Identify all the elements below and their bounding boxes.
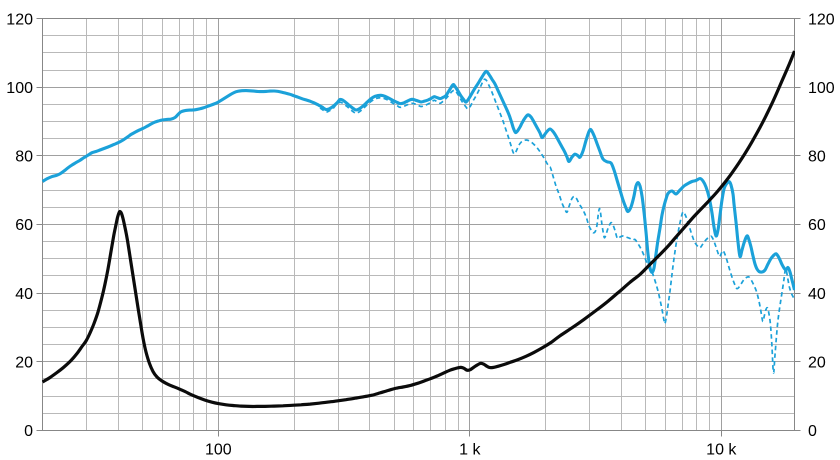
svg-text:20: 20 [15,355,33,372]
svg-text:60: 60 [15,217,33,234]
svg-text:120: 120 [808,11,835,28]
svg-text:120: 120 [6,11,33,28]
svg-text:1 k: 1 k [459,442,481,459]
svg-text:0: 0 [808,423,817,440]
svg-text:80: 80 [808,149,826,166]
svg-text:100: 100 [205,442,232,459]
svg-text:100: 100 [6,80,33,97]
svg-text:60: 60 [808,217,826,234]
svg-text:80: 80 [15,149,33,166]
svg-text:100: 100 [808,80,835,97]
svg-text:0: 0 [24,423,33,440]
svg-text:20: 20 [808,355,826,372]
svg-text:40: 40 [808,286,826,303]
svg-text:10 k: 10 k [706,442,737,459]
svg-text:40: 40 [15,286,33,303]
